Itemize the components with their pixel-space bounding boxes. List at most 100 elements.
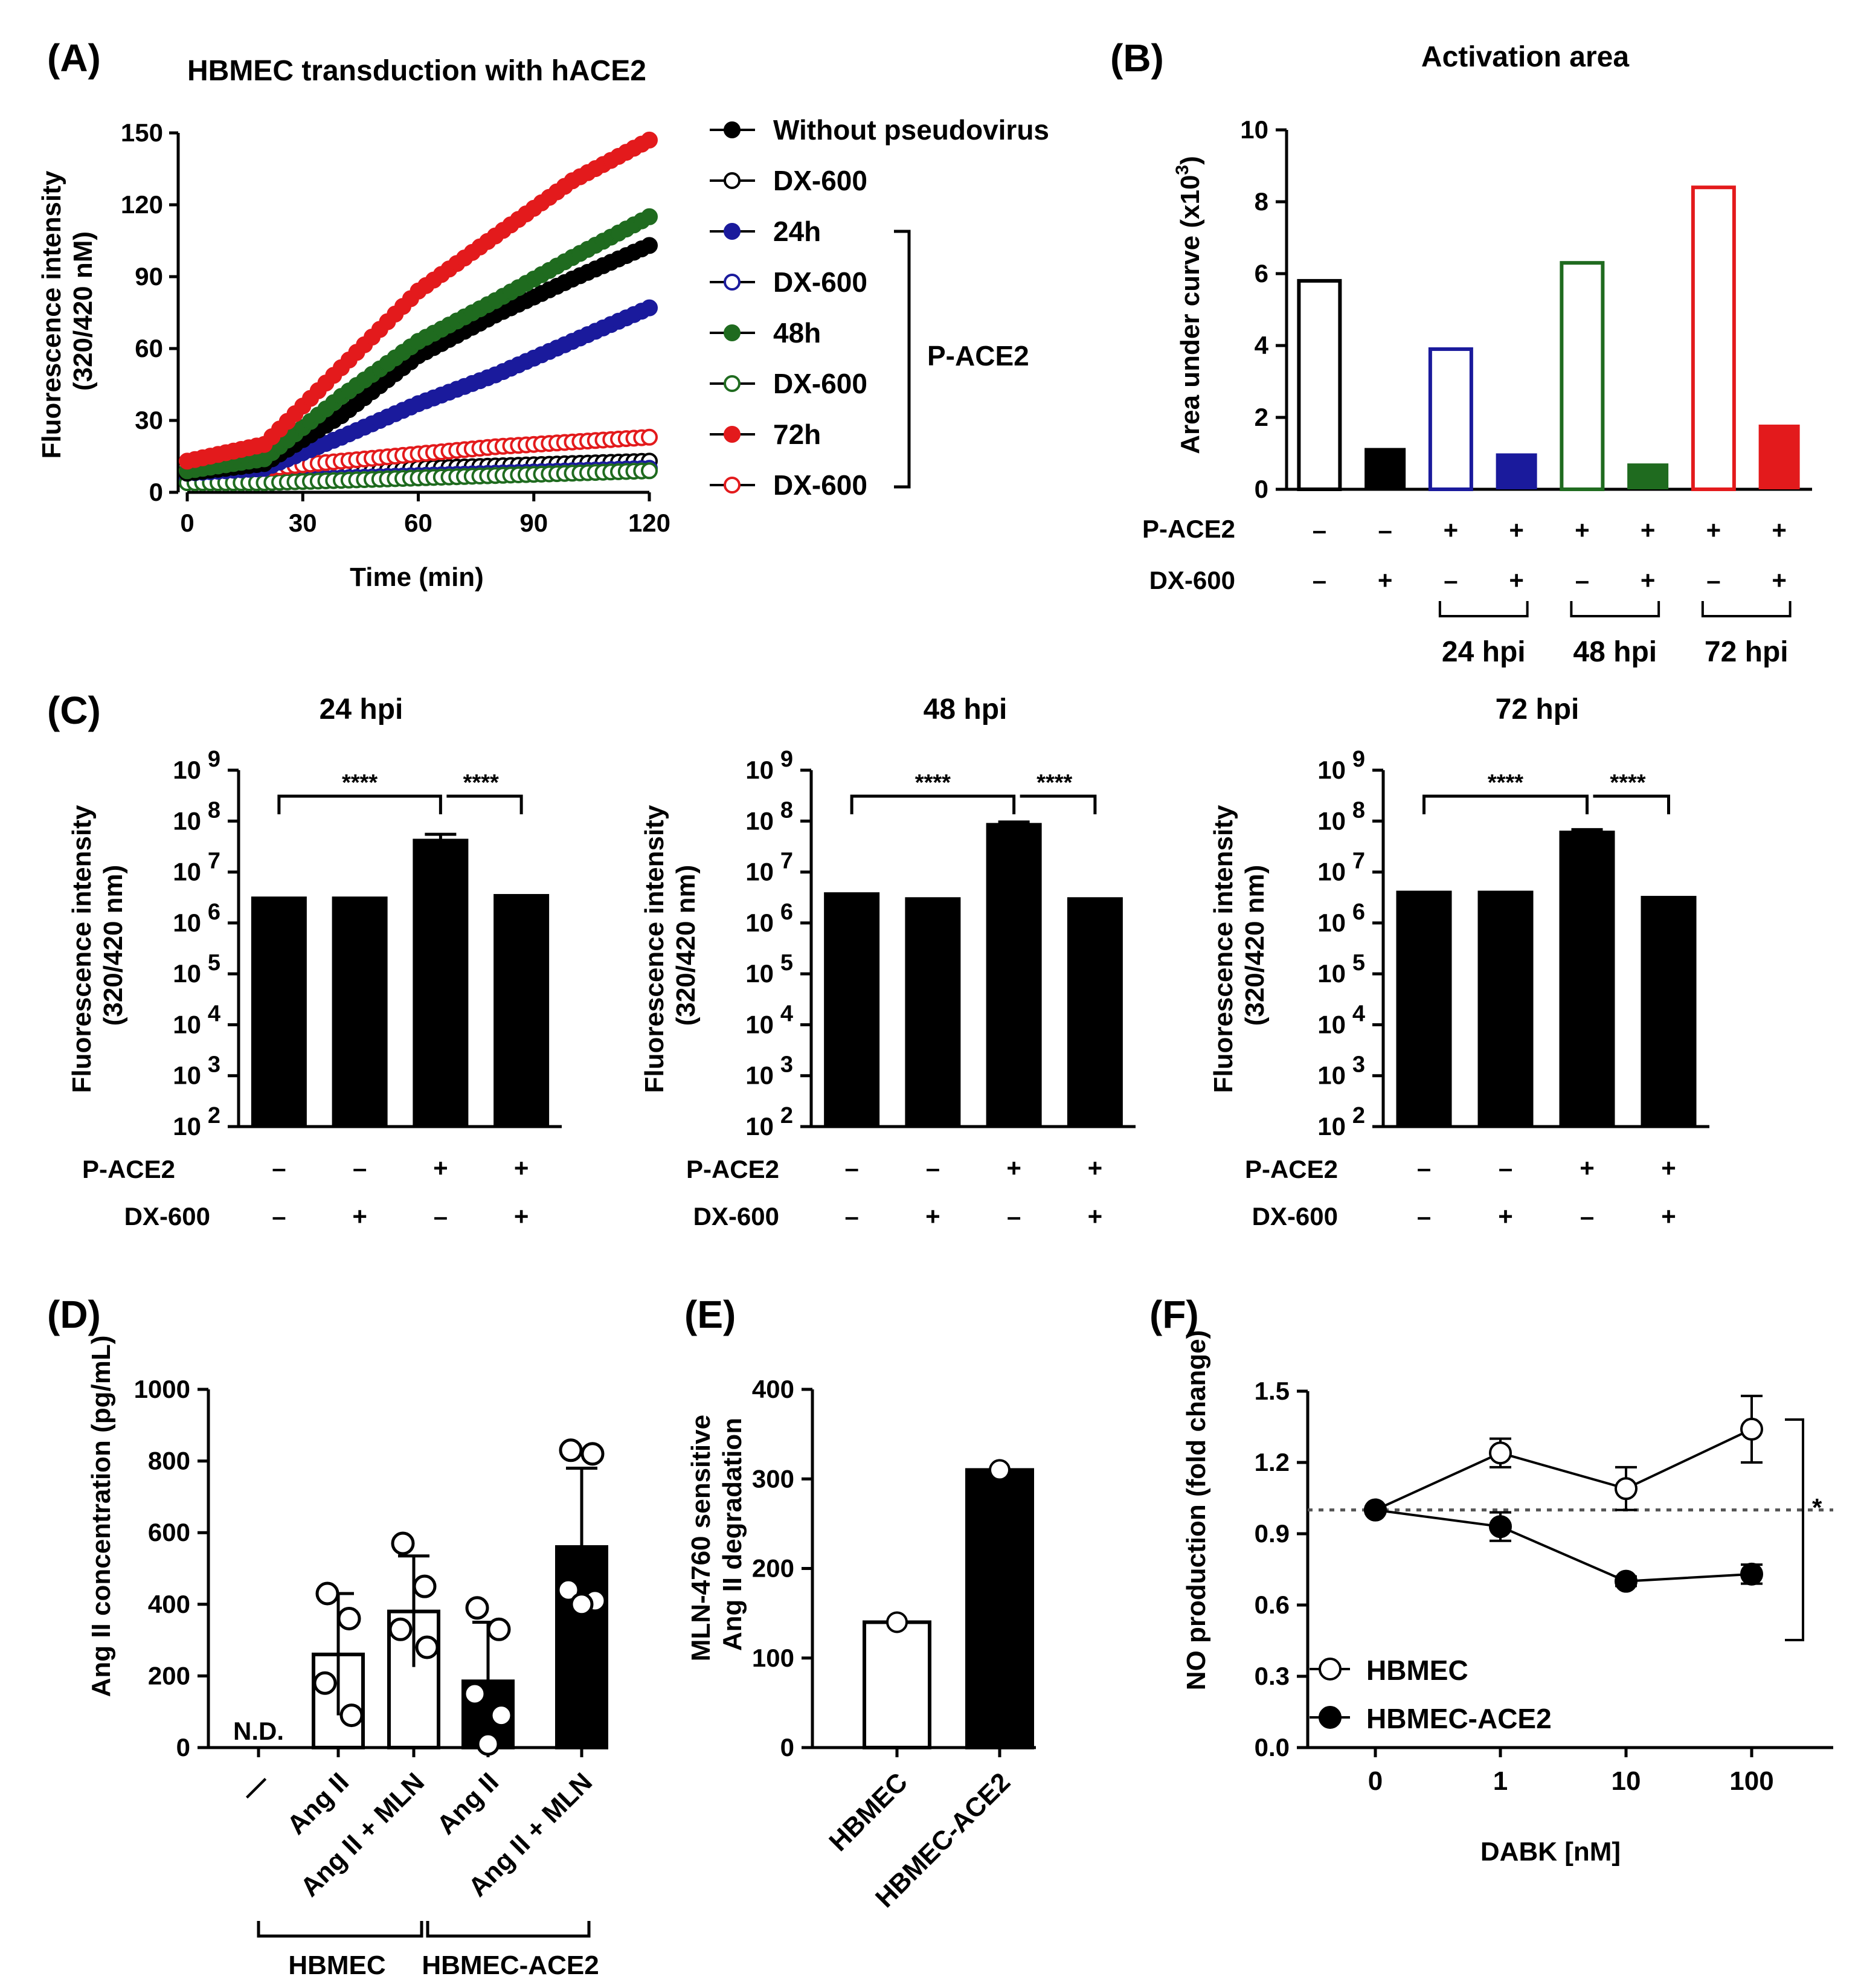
panel-c-ylabel-1-line2: (320/420 nm) bbox=[98, 865, 128, 1026]
panel-c-row-dx600-label-3: DX-600 bbox=[1252, 1202, 1338, 1230]
panel-a-legend-marker bbox=[724, 274, 741, 291]
panel-d-y-tick-label: 200 bbox=[148, 1661, 190, 1690]
panel-c-bar bbox=[1641, 896, 1697, 1127]
panel-b-bar bbox=[1627, 463, 1669, 489]
panel-c-y-tick-exponent: 2 bbox=[1352, 1103, 1365, 1128]
panel-a-legend-label: Without pseudovirus bbox=[773, 114, 1049, 146]
panel-a-legend-marker bbox=[724, 121, 741, 138]
panel-c-dx600-sign: + bbox=[1088, 1202, 1103, 1230]
panel-a-title: HBMEC transduction with hACE2 bbox=[187, 55, 646, 87]
panel-a-y-tick-label: 150 bbox=[121, 118, 163, 147]
panel-c-ylabel-1-line1: Fluorescence intensity bbox=[67, 805, 97, 1093]
panel-c-p-ace2-sign: – bbox=[353, 1154, 367, 1182]
panel-c-y-tick-label: 10 bbox=[745, 858, 774, 886]
panel-f-point-hbmec bbox=[1489, 1441, 1512, 1465]
panel-c-y-tick-exponent: 3 bbox=[208, 1052, 220, 1078]
panel-d-data-point bbox=[489, 1703, 513, 1728]
panel-f-label: (F) bbox=[1149, 1293, 1199, 1336]
panel-c-p-ace2-sign: – bbox=[1417, 1154, 1431, 1182]
panel-f-x-tick-label: 1 bbox=[1493, 1766, 1508, 1796]
panel-c-p-ace2-sign: + bbox=[433, 1154, 448, 1182]
panel-d-group-hbmec: HBMEC bbox=[288, 1951, 385, 1980]
panel-c-dx600-sign: – bbox=[434, 1202, 448, 1230]
panel-b-group-bracket bbox=[1570, 601, 1660, 617]
panel-d-data-point bbox=[559, 1438, 583, 1462]
panel-a-y-tick-label: 120 bbox=[121, 190, 163, 219]
panel-c-bar bbox=[413, 838, 469, 1127]
panel-c-row-p-ace2-label-2: P-ACE2 bbox=[686, 1155, 779, 1183]
panel-e-label: (E) bbox=[684, 1293, 736, 1336]
panel-d-data-point bbox=[388, 1617, 413, 1641]
panel-a-x-tick-label: 60 bbox=[404, 509, 432, 537]
panel-b-p-ace2-sign: – bbox=[1378, 516, 1392, 544]
panel-c-p-ace2-sign: – bbox=[1499, 1154, 1512, 1182]
panel-a-legend: Without pseudovirus DX-600 24h DX-600 48h D… bbox=[710, 114, 1049, 501]
panel-d-group-ace2: HBMEC-ACE2 bbox=[422, 1951, 599, 1980]
panel-c-plot-24-hpi: 24 hpi 10 2 10 3 10 4 10 5 10 6 10 7 10 8 10 9 – – – + + – + + **… bbox=[173, 693, 562, 1230]
panel-d-data-point bbox=[337, 1607, 361, 1631]
panel-c-y-tick-label: 10 bbox=[1317, 1061, 1346, 1090]
panel-b-p-ace2-sign: + bbox=[1575, 516, 1590, 544]
panel-c: P-ACE2 DX-600 P-ACE2 DX-600 P-ACE2 DX-60… bbox=[67, 693, 1709, 1230]
panel-b-y-tick-label: 2 bbox=[1255, 403, 1268, 431]
panel-f-y-tick-label: 0.0 bbox=[1255, 1733, 1290, 1761]
panel-c-bar bbox=[905, 897, 961, 1127]
panel-b-p-ace2-sign: + bbox=[1772, 516, 1787, 544]
panel-f-point-hbmec bbox=[1740, 1417, 1763, 1441]
panel-a-series bbox=[179, 131, 658, 492]
panel-a-legend-label: DX-600 bbox=[773, 165, 867, 196]
panel-c-row-dx600-label-1: DX-600 bbox=[124, 1202, 210, 1230]
panel-b-bar bbox=[1364, 448, 1406, 489]
panel-c-bar bbox=[986, 823, 1042, 1127]
panel-d-data-point bbox=[413, 1574, 437, 1598]
panel-c-y-tick-exponent: 7 bbox=[780, 849, 793, 874]
panel-b-bar bbox=[1496, 453, 1537, 489]
panel-d-data-point bbox=[556, 1578, 580, 1602]
panel-d-data-point bbox=[463, 1682, 487, 1706]
panel-b-y-tick-label: 0 bbox=[1255, 475, 1268, 503]
panel-b-bar bbox=[1691, 185, 1736, 491]
panel-a-bracket-label: P-ACE2 bbox=[927, 340, 1029, 372]
panel-c-label: (C) bbox=[47, 689, 101, 732]
panel-d-nd-label: N.D. bbox=[233, 1717, 284, 1745]
panel-b-label: (B) bbox=[1110, 36, 1164, 80]
panel-c-ylabel-3-line2: (320/420 nm) bbox=[1240, 865, 1270, 1026]
panel-c-y-tick-exponent: 9 bbox=[208, 747, 220, 772]
panel-d-ylabel: Ang II concentration (pg/mL) bbox=[86, 1336, 116, 1697]
panel-c-y-tick-label: 10 bbox=[173, 1061, 201, 1090]
panel-c-dx600-sign: + bbox=[1661, 1202, 1676, 1230]
panel-c-bar bbox=[1559, 831, 1615, 1127]
panel-c-y-tick-label: 10 bbox=[1317, 909, 1346, 937]
panel-d-x-tick-label: — bbox=[235, 1767, 275, 1807]
panel-c-sig-star: **** bbox=[1488, 770, 1523, 796]
panel-d-data-point bbox=[315, 1581, 339, 1606]
panel-e-bar bbox=[965, 1468, 1034, 1750]
panel-c-plot-title: 72 hpi bbox=[1496, 693, 1580, 725]
panel-c-y-tick-exponent: 7 bbox=[1352, 849, 1365, 874]
panel-b-p-ace2-sign: + bbox=[1444, 516, 1459, 544]
panel-a-legend-marker bbox=[724, 375, 741, 392]
panel-c-ylabel-2-line1: Fluorescence intensity bbox=[640, 805, 669, 1093]
panel-c-y-tick-exponent: 9 bbox=[1352, 747, 1365, 772]
panel-c-y-tick-label: 10 bbox=[173, 1010, 201, 1038]
panel-c-sig-bracket bbox=[850, 794, 1016, 814]
panel-c-y-tick-label: 10 bbox=[1317, 806, 1346, 835]
panel-c-dx600-sign: – bbox=[1580, 1202, 1594, 1230]
panel-c-bar bbox=[493, 893, 550, 1127]
panel-c-dx600-sign: + bbox=[352, 1202, 367, 1230]
panel-b-y-tick-label: 4 bbox=[1255, 331, 1269, 359]
panel-b-dx600-sign: – bbox=[1575, 566, 1589, 594]
panel-a-legend-marker bbox=[724, 426, 741, 443]
panel-c-row-dx600-label-2: DX-600 bbox=[693, 1202, 779, 1230]
panel-f-y-tick-label: 0.3 bbox=[1255, 1662, 1290, 1690]
panel-c-dx600-sign: + bbox=[514, 1202, 529, 1230]
panel-c-y-tick-label: 10 bbox=[1317, 1112, 1346, 1140]
panel-c-sig-bracket bbox=[1593, 794, 1670, 814]
panel-f-legend-marker bbox=[1319, 1706, 1342, 1729]
panel-b-group-brackets: 24 hpi 48 hpi 72 hpi bbox=[1438, 601, 1792, 668]
panel-f-point-hbmec-ace2 bbox=[1615, 1569, 1638, 1593]
panel-c-y-tick-exponent: 4 bbox=[1352, 1001, 1365, 1026]
panel-c-y-tick-label: 10 bbox=[745, 1112, 774, 1140]
panel-e-ylabel-line2: Ang II degradation bbox=[718, 1418, 747, 1651]
